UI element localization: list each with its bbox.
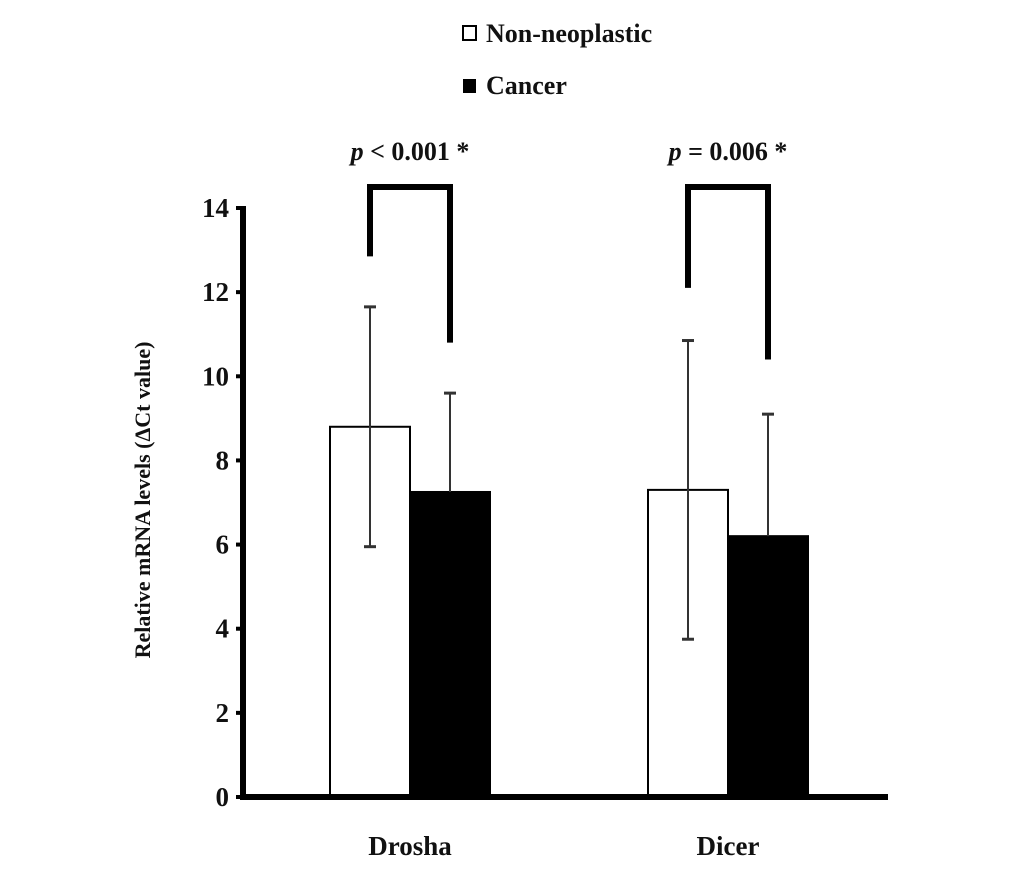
y-tick-label: 8	[216, 445, 230, 475]
y-tick-label: 2	[216, 698, 230, 728]
legend-swatch-non-neoplastic	[462, 25, 477, 41]
x-tick-label: Drosha	[368, 831, 452, 861]
y-axis-label: Relative mRNA levels (ΔCt value)	[130, 342, 155, 659]
legend-label: Non-neoplastic	[486, 19, 652, 48]
p-symbol: p	[349, 137, 364, 166]
p-symbol: p	[667, 137, 682, 166]
p-value-text: < 0.001 *	[364, 137, 470, 166]
p-value-label: p = 0.006 *	[667, 137, 788, 166]
bar-drosha-1	[409, 490, 491, 798]
x-tick-label: Dicer	[697, 831, 760, 861]
bar-dicer-1	[727, 535, 809, 799]
significance-bracket	[685, 184, 771, 360]
p-value-label: p < 0.001 *	[349, 137, 470, 166]
y-tick-label: 6	[216, 530, 230, 560]
y-tick-label: 4	[216, 614, 230, 644]
p-value-text: = 0.006 *	[682, 137, 788, 166]
y-tick-label: 0	[216, 782, 230, 812]
y-tick-label: 14	[202, 193, 229, 223]
legend-label: Cancer	[486, 71, 567, 100]
legend-swatch-cancer	[463, 79, 476, 93]
y-tick-label: 10	[202, 361, 229, 391]
y-tick-label: 12	[202, 277, 229, 307]
significance-bracket	[367, 184, 453, 343]
